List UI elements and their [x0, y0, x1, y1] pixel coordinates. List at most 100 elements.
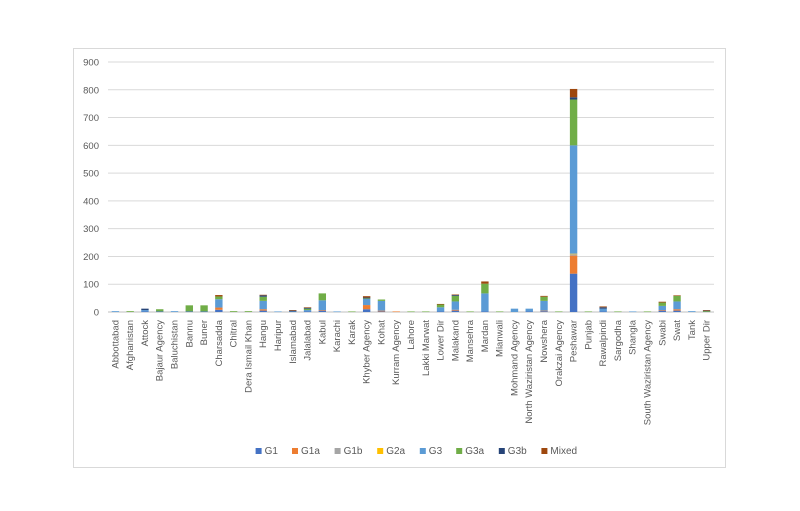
bar-segment: [111, 311, 120, 312]
bar-segment: [525, 311, 533, 313]
bar-segment: [215, 299, 223, 308]
legend-label: G3b: [508, 446, 527, 457]
x-tick-label: Karachi: [332, 320, 343, 352]
y-tick-label: 700: [83, 113, 99, 124]
legend-label: G1b: [344, 446, 363, 457]
bar-segment: [259, 300, 267, 310]
bar-segment: [141, 311, 149, 313]
bar-segment: [673, 310, 681, 312]
bar-segment: [303, 308, 312, 311]
bar-segment: [274, 311, 282, 313]
x-tick-label: Chitral: [229, 320, 240, 347]
bar-segment: [688, 311, 696, 312]
bar-segment: [451, 301, 460, 310]
legend-label: G3a: [465, 446, 484, 457]
bar-segment: [229, 311, 238, 312]
y-tick-label: 0: [94, 308, 99, 319]
x-tick-label: Nowshera: [539, 319, 550, 362]
legend-label: G2a: [386, 446, 405, 457]
legend-swatch: [541, 448, 548, 454]
bar-segment: [614, 311, 622, 313]
bar-segment: [629, 311, 637, 313]
bar-segment: [259, 310, 267, 312]
x-tick-label: Jalalabad: [303, 320, 314, 361]
x-tick-label: Malakand: [450, 320, 461, 361]
x-tick-label: Islamabad: [288, 320, 299, 364]
bar-segment: [215, 307, 223, 310]
bar-segment: [702, 311, 711, 312]
bar-segment: [362, 305, 371, 310]
bar-segment: [451, 310, 460, 312]
bar-segment: [303, 307, 312, 309]
bar-segment: [318, 310, 327, 312]
legend-swatch: [456, 448, 463, 454]
bar-segment: [156, 311, 164, 313]
bar-segment: [540, 295, 548, 297]
bar-segment: [510, 308, 519, 312]
bar-segment: [185, 311, 193, 313]
bar-segment: [303, 307, 312, 308]
bar-segment: [289, 311, 297, 313]
legend: G1 G1a G1b G2a G3 G3a G3b Mixed: [255, 446, 577, 457]
gridlines: [108, 61, 714, 313]
x-tick-label: Kurram Agency: [391, 320, 402, 385]
x-tick-label: Kohat: [376, 320, 387, 345]
y-tick-label: 600: [83, 141, 99, 152]
bar-segment: [200, 311, 208, 313]
bar-segment: [555, 311, 563, 313]
legend-swatch: [255, 448, 262, 454]
bar-segment: [362, 296, 371, 298]
bar-segment: [702, 310, 711, 312]
y-tick-label: 400: [83, 196, 99, 207]
x-tick-label: Mardan: [480, 320, 491, 352]
x-tick-label: Karak: [347, 320, 358, 345]
bar-segment: [318, 310, 327, 311]
x-tick-label: Abbottabad: [110, 320, 121, 369]
y-tick-label: 200: [83, 252, 99, 263]
bar-segment: [141, 310, 149, 312]
bar-segment: [185, 305, 193, 312]
bar-segment: [451, 294, 460, 296]
bar-segment: [673, 301, 681, 310]
x-tick-label: North Waziristan Agency: [524, 320, 535, 424]
bar-segment: [362, 298, 371, 299]
x-tick-label: Peshawar: [569, 320, 580, 362]
bar-segment: [422, 311, 430, 313]
bar-segment: [303, 311, 312, 313]
bar-segment: [362, 298, 371, 306]
bar-segment: [569, 254, 578, 256]
bar-segment: [377, 299, 386, 301]
bar-segment: [377, 300, 386, 311]
bar-segment: [569, 145, 578, 254]
bar-segment: [436, 304, 445, 308]
legend-swatch: [334, 448, 341, 454]
bar-segment: [525, 308, 533, 312]
x-tick-label: South Waziristan Agency: [642, 320, 653, 426]
bar-segment: [451, 309, 460, 311]
bar-segment: [569, 99, 578, 146]
bar-segment: [481, 283, 489, 294]
x-tick-label: Sargodha: [613, 319, 624, 361]
bar-segment: [673, 309, 681, 311]
bar-segment: [377, 310, 386, 312]
y-tick-label: 900: [83, 58, 99, 69]
bar-segment: [569, 273, 578, 312]
bars: [111, 88, 711, 313]
bar-segment: [436, 311, 445, 313]
bar-segment: [540, 310, 548, 312]
legend-swatch: [498, 448, 505, 454]
bar-segment: [362, 309, 371, 312]
x-tick-label: Orakzai Agency: [554, 320, 565, 387]
x-tick-label: Hangu: [258, 320, 269, 348]
x-tick-label: Attock: [140, 320, 151, 347]
x-tick-label: Bannu: [184, 320, 195, 347]
bar-segment: [215, 296, 223, 300]
legend-swatch: [377, 448, 384, 454]
bar-segment: [569, 97, 578, 100]
bar-segment: [318, 293, 327, 301]
bar-segment: [362, 297, 371, 299]
bar-segment: [259, 294, 267, 296]
x-tick-label: Buner: [199, 320, 210, 345]
x-tick-label: Punjab: [583, 320, 594, 350]
bar-segment: [126, 311, 134, 312]
